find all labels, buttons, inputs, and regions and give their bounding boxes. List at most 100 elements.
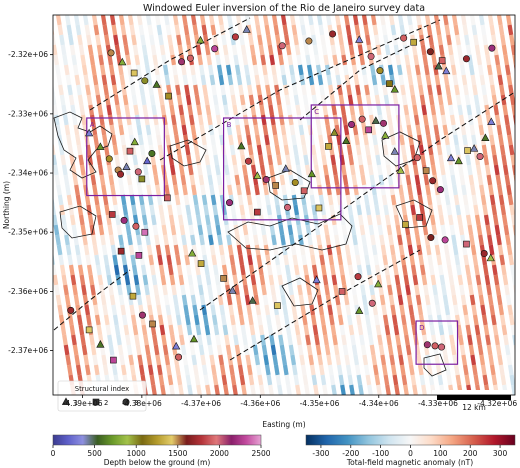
legend: Structural index 1 2 3 — [57, 380, 147, 412]
euler-solutions — [67, 25, 496, 364]
y-tick-label: -2.33e+06 — [8, 109, 48, 118]
euler-solution-point — [135, 252, 143, 259]
euler-solution-point — [228, 286, 237, 294]
euler-solution-point — [107, 49, 115, 57]
euler-solution-point — [488, 44, 496, 52]
euler-solution-point — [358, 115, 366, 123]
euler-solution-point — [400, 34, 408, 42]
euler-solution-point — [481, 133, 490, 142]
structural-lineaments — [53, 17, 515, 361]
x-tick-label: -4.35e+06 — [300, 399, 340, 408]
scale-bar-line — [437, 395, 511, 400]
depth-colorbar-label: Depth below the ground (m) — [104, 458, 211, 467]
euler-solution-point — [188, 248, 197, 257]
euler-solution-point — [85, 326, 93, 334]
legend-entry-label: 3 — [134, 399, 138, 407]
window-label-a: A — [90, 121, 95, 129]
euler-solution-point — [244, 157, 252, 165]
contour-south — [281, 277, 319, 307]
euler-solution-point — [211, 45, 219, 53]
contour-west-2 — [169, 139, 207, 167]
y-tick-label: -2.37e+06 — [8, 346, 48, 355]
window-box-c — [310, 104, 400, 189]
euler-solution-point — [386, 80, 393, 87]
euler-solution-point — [254, 208, 261, 216]
anomaly-colorbar-bar — [305, 434, 516, 446]
euler-solution-point — [278, 42, 286, 50]
x-axis: -4.39e+06 -4.38e+06 -4.37e+06 -4.36e+06 -4.3… — [63, 395, 517, 408]
euler-solution-point — [141, 77, 149, 85]
x-tick-label: -4.36e+06 — [240, 399, 280, 408]
euler-solution-point — [410, 38, 418, 46]
window-box-d — [415, 320, 459, 365]
euler-solution-point — [438, 343, 446, 351]
euler-solution-point — [291, 179, 299, 187]
euler-solution-point — [402, 221, 409, 228]
colorbar-tick-label: 100 — [433, 449, 448, 458]
legend-title: Structural index — [75, 385, 129, 393]
legend-entry-label: 1 — [74, 399, 78, 407]
lineament-5 — [229, 249, 421, 361]
euler-solution-point — [487, 117, 496, 126]
euler-solution-point — [365, 126, 373, 134]
depth-colorbar-ticks: 0 500 1000 1500 2000 2500 — [51, 445, 271, 458]
euler-solution-point — [464, 147, 471, 154]
colorbar-tick-label: 200 — [463, 449, 478, 458]
euler-solution-point — [348, 121, 356, 129]
lineament-2 — [89, 17, 251, 111]
contour-central-2 — [267, 169, 311, 201]
depth-colorbar-bar — [52, 434, 262, 446]
euler-solution-point — [138, 175, 146, 183]
euler-solution-point — [129, 292, 137, 300]
euler-windows: A B C D — [86, 104, 459, 365]
anomaly-colorbar: -300 -200 -100 0 100 200 300 Total-field magne… — [305, 434, 516, 467]
euler-solution-point — [446, 153, 456, 162]
euler-solution-point — [130, 137, 139, 146]
euler-solution-point — [178, 58, 186, 66]
legend-marker-triangle — [61, 397, 71, 405]
euler-solution-point — [117, 170, 125, 178]
euler-solution-point — [355, 306, 364, 314]
euler-solution-point — [141, 228, 149, 236]
colorbar-tick-label: -300 — [312, 449, 329, 458]
euler-solution-point — [231, 33, 239, 41]
euler-solution-point — [426, 48, 434, 56]
contour-west — [53, 111, 113, 179]
lineament-6 — [299, 35, 431, 121]
colorbar-tick-label: 0 — [408, 449, 413, 458]
euler-solution-point — [67, 306, 75, 314]
y-axis-label: Northing (m) — [2, 181, 11, 229]
y-axis: -2.32e+06 -2.33e+06 -2.34e+06 -2.35e+06 -2.3… — [8, 50, 53, 355]
euler-solution-point — [463, 240, 470, 248]
euler-solution-point — [122, 162, 131, 171]
euler-solution-point — [416, 214, 423, 221]
colorbar-tick-label: 1000 — [127, 449, 146, 458]
contour-sw — [59, 205, 97, 239]
euler-solution-point — [338, 288, 346, 295]
euler-solution-point — [367, 52, 375, 60]
colorbar-tick-label: 300 — [493, 449, 508, 458]
euler-solution-point — [470, 144, 479, 152]
euler-solution-point — [442, 66, 451, 75]
euler-solution-point — [312, 275, 321, 284]
euler-solution-point — [138, 311, 146, 319]
euler-solution-point — [130, 69, 138, 77]
euler-solution-point — [242, 25, 251, 33]
euler-solution-point — [427, 234, 435, 242]
euler-solution-point — [132, 222, 140, 230]
window-label-b: B — [227, 121, 232, 129]
y-tick-label: -2.34e+06 — [8, 169, 48, 178]
euler-solution-point — [284, 203, 292, 211]
plot-area: A B C D 12 km Structural index 1 2 3 — [52, 14, 516, 416]
euler-solution-point — [105, 155, 113, 163]
geology-contours — [53, 111, 447, 377]
legend-marker-circle — [122, 398, 130, 406]
x-tick-label: -4.38e+06 — [122, 399, 162, 408]
euler-solution-point — [330, 128, 339, 136]
euler-solution-point — [355, 35, 364, 43]
euler-solution-point — [438, 57, 446, 64]
euler-solution-point — [368, 299, 376, 307]
colorbar-tick-label: -100 — [372, 449, 389, 458]
euler-solution-point — [85, 128, 94, 137]
